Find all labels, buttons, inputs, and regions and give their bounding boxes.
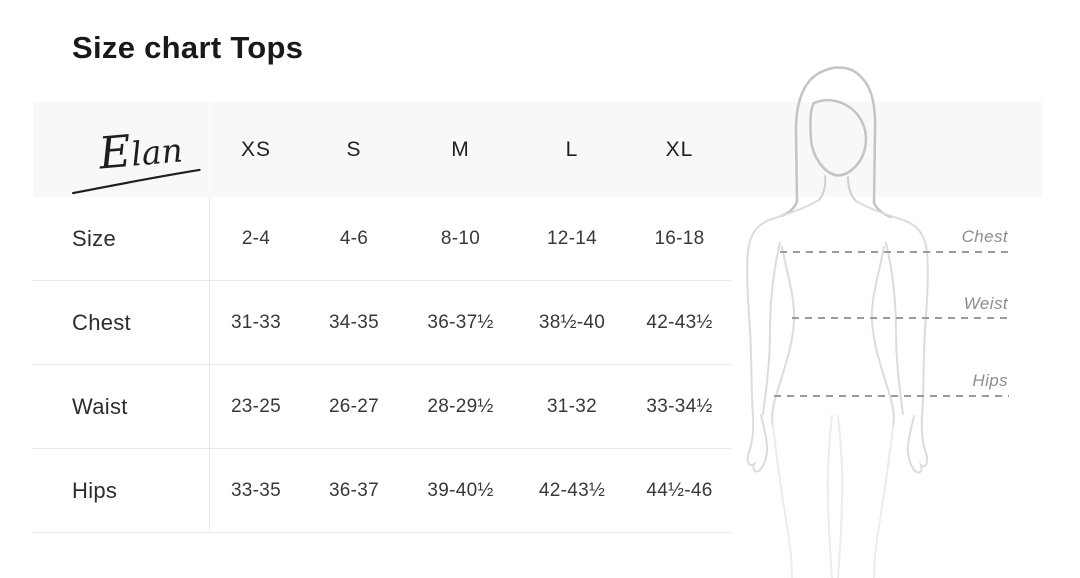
table-row-chest: Chest 31-33 34-35 36-37½ 38½-40 42-43½ [33, 281, 731, 365]
waist-l: 31-32 [546, 395, 598, 417]
size-table: Size 2-4 4-6 8-10 12-14 16-18 Chest 31-3… [33, 197, 731, 533]
column-header-xs: XS [240, 137, 271, 161]
waist-m: 28-29½ [427, 395, 494, 417]
female-body-outline-illustration [746, 66, 929, 578]
hips-xl: 44½-46 [646, 479, 713, 501]
hips-xs: 33-35 [230, 479, 282, 501]
table-row-hips: Hips 33-35 36-37 39-40½ 42-43½ 44½-46 [33, 449, 731, 533]
brand-logo-underline [71, 168, 201, 195]
column-header-xl: XL [665, 137, 694, 161]
chest-measurement-label: Chest [961, 227, 1008, 246]
row-label-waist: Waist [72, 393, 128, 419]
size-m: 8-10 [440, 227, 481, 249]
waist-xl: 33-34½ [646, 395, 713, 417]
brand-logo: Elan [63, 116, 218, 195]
table-row-waist: Waist 23-25 26-27 28-29½ 31-32 33-34½ [33, 365, 731, 449]
hips-s: 36-37 [328, 479, 380, 501]
hips-m: 39-40½ [427, 479, 494, 501]
waist-measurement-line [792, 317, 1009, 319]
size-column-headers: XS S M L XL [33, 102, 731, 197]
chest-m: 36-37½ [427, 311, 494, 333]
size-s: 4-6 [339, 227, 369, 249]
size-xl: 16-18 [654, 227, 705, 249]
row-label-hips: Hips [72, 477, 118, 503]
row-label-size: Size [72, 225, 116, 251]
chest-xl: 42-43½ [646, 311, 713, 333]
chest-xs: 31-33 [230, 311, 282, 333]
column-header-s: S [346, 137, 362, 161]
size-l: 12-14 [546, 227, 598, 249]
chest-measurement-line [780, 251, 1009, 253]
column-header-l: L [565, 137, 579, 161]
table-row-size: Size 2-4 4-6 8-10 12-14 16-18 [33, 197, 731, 281]
waist-s: 26-27 [328, 395, 380, 417]
logo-column-divider-top [209, 102, 210, 197]
logo-column-divider [209, 197, 210, 533]
column-header-m: M [451, 137, 470, 161]
chest-s: 34-35 [328, 311, 380, 333]
hips-l: 42-43½ [538, 479, 606, 501]
waist-xs: 23-25 [230, 395, 282, 417]
size-xs: 2-4 [241, 227, 271, 249]
row-label-chest: Chest [72, 309, 131, 335]
waist-measurement-label: Weist [963, 294, 1008, 313]
hips-measurement-label: Hips [972, 371, 1008, 390]
chest-l: 38½-40 [538, 311, 606, 333]
page-title: Size chart Tops [72, 30, 304, 65]
hips-measurement-line [774, 395, 1009, 397]
